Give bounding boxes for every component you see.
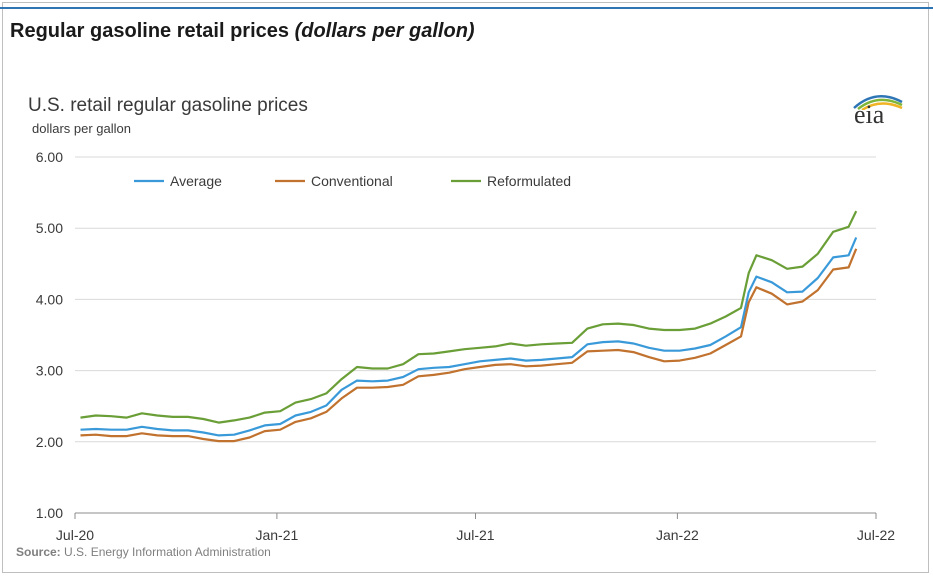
series-line-average	[80, 237, 858, 437]
x-tick-label: Jul-20	[56, 527, 94, 543]
y-axis-label: dollars per gallon	[32, 121, 132, 136]
legend-label-reformulated: Reformulated	[487, 173, 571, 189]
page-title-main: Regular gasoline retail prices	[10, 20, 289, 42]
series-line-conventional	[80, 248, 858, 443]
legend-label-conventional: Conventional	[311, 173, 393, 189]
y-tick-label: 3.00	[36, 363, 63, 379]
page-title-units: (dollars per gallon)	[294, 20, 475, 42]
chart-title: U.S. retail regular gasoline prices	[28, 95, 308, 116]
y-tick-label: 4.00	[36, 291, 63, 307]
legend-label-average: Average	[170, 173, 222, 189]
x-tick-label: Jul-21	[456, 527, 494, 543]
header-rule	[0, 7, 933, 9]
source-label: Source:	[16, 545, 61, 559]
y-tick-label: 6.00	[36, 149, 63, 165]
y-tick-label: 2.00	[36, 434, 63, 450]
y-tick-label: 5.00	[36, 220, 63, 236]
eia-logo: eia	[848, 90, 906, 130]
source-note: Source: U.S. Energy Information Administ…	[16, 545, 271, 559]
x-tick-label: Jan-22	[656, 527, 699, 543]
eia-logo-text: eia	[854, 100, 885, 129]
series-line-reformulated	[80, 210, 858, 424]
page-title: Regular gasoline retail prices (dollars …	[10, 20, 475, 43]
source-text: U.S. Energy Information Administration	[64, 545, 271, 559]
y-tick-label: 1.00	[36, 505, 63, 521]
x-tick-label: Jul-22	[857, 527, 895, 543]
eia-logo-arcs-icon	[853, 95, 903, 110]
x-tick-label: Jan-21	[255, 527, 298, 543]
